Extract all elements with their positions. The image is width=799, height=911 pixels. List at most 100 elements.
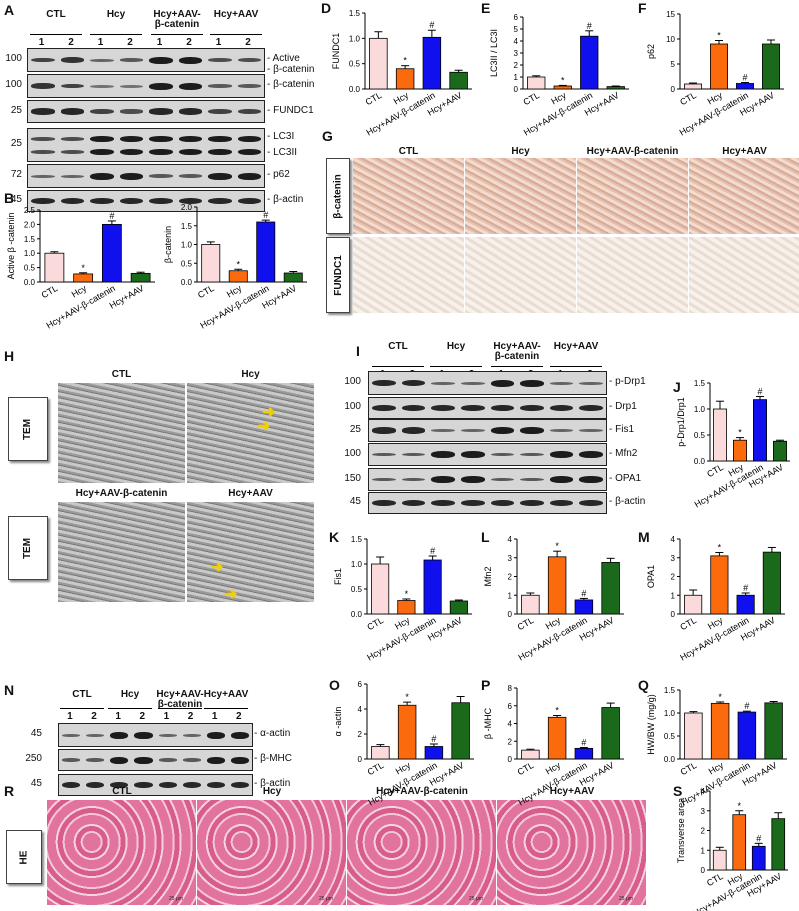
yellow-arrow-icon: ➜ (257, 418, 271, 435)
significance-mark: * (718, 692, 722, 702)
y-tick-label: 0.5 (349, 60, 361, 69)
ihc-column-title: Hcy+AAV-β-catenin (586, 146, 679, 157)
blot_I-band (372, 499, 396, 507)
blot_N-band (182, 781, 201, 789)
blot_A-band (60, 150, 84, 154)
y-tick-label: 1.5 (351, 535, 363, 544)
blot_I-mw-marker: 100 (344, 447, 361, 459)
blot_N-band (86, 733, 105, 737)
bar (762, 43, 780, 90)
blot_I-blot-strip (368, 419, 607, 442)
blot_I-band (549, 451, 574, 458)
blot_A-band (31, 174, 55, 178)
blot_A-mw-marker: 25 (10, 138, 22, 149)
tem-row-label-text: TEM (22, 537, 34, 559)
blot_A-lane-number: 1 (97, 37, 104, 48)
blot_A-band-label-line: - β-actin (267, 194, 304, 205)
blot_I-band (579, 499, 603, 507)
bar (753, 399, 768, 462)
blot_I-band (520, 379, 544, 387)
y-axis-label: β -MHC (483, 707, 493, 739)
blot_I-band (579, 429, 603, 432)
blot_A-band (119, 84, 143, 88)
blot_I-band (460, 381, 485, 385)
blot_A-blot-strip (27, 164, 265, 188)
yellow-arrow-icon: ➜ (262, 404, 276, 421)
bar (601, 562, 620, 615)
blot_A-band (149, 108, 173, 115)
blot_A-band (237, 172, 261, 180)
blot_N-band (62, 758, 81, 762)
blot_A-blot-strip (27, 128, 265, 162)
blot_I-blot-strip (368, 397, 607, 419)
blot_A-band (149, 174, 173, 178)
bar (771, 818, 786, 871)
bar (101, 223, 122, 283)
y-tick-label: 5 (514, 25, 519, 34)
blot_N-group-underline (108, 708, 152, 709)
blot_I-mw-marker: 45 (349, 496, 361, 507)
blot_A-band (237, 197, 261, 205)
bar (130, 272, 151, 283)
blot_A-band (178, 56, 202, 64)
significance-mark: * (236, 259, 240, 269)
blot_A-band-label-line: - β-catenin (267, 79, 315, 90)
blot_I-band (579, 476, 603, 483)
y-tick-label: 2.0 (181, 203, 193, 212)
y-tick-label: 1.0 (694, 405, 706, 414)
blot_I-band-label-line: - Drp1 (609, 401, 637, 412)
bar (228, 270, 248, 283)
bar-chart-l: 01234Mfn2CTL*Hcy#Hcy+AAV-β-cateninHcy+AA… (483, 535, 624, 663)
tem-image-title: CTL (111, 369, 132, 380)
blot_N-band (182, 758, 201, 762)
panel-letter-p: P (481, 677, 491, 693)
blot_A-band-label: - β-actin (267, 194, 303, 205)
blot_I-band (431, 404, 455, 412)
blot_A-group-header-line: β-catenin (154, 19, 200, 30)
panel-letter-r: R (4, 783, 15, 799)
blot_I-group-header: CTL (368, 342, 428, 352)
y-tick-label: 15 (666, 10, 675, 19)
blot_I-band-label-line: - Fis1 (609, 423, 634, 435)
he-row-label-text: HE (18, 850, 30, 864)
bar-chart-k: 0.00.51.01.5Fis1CTL*Hcy#Hcy+AAV-β-cateni… (333, 535, 472, 663)
y-tick-label: 10 (666, 35, 675, 44)
bar (606, 86, 625, 90)
blot_I-band (401, 499, 426, 507)
blot_A-band (119, 58, 143, 62)
blot_A-band (149, 149, 173, 156)
blot_N-blot-strip (58, 774, 253, 796)
y-axis-label: α -actin (333, 707, 343, 737)
blot_A-lane-number: 1 (156, 37, 163, 48)
y-tick-label: 2 (671, 573, 676, 582)
bar-chart-q: 0.00.51.01.5HW/BW (mg/g)CTL*Hcy#Hcy+AAV-… (646, 686, 787, 808)
bar (397, 600, 416, 615)
blot_A-band (90, 197, 114, 205)
y-tick-label: 1 (701, 846, 706, 855)
bar (397, 704, 417, 760)
blot_A-band (31, 83, 55, 89)
blot_N-lane-number: 2 (139, 711, 145, 722)
panel-letter-i: I (356, 343, 360, 359)
y-tick-label: 1.0 (24, 249, 36, 258)
y-tick-label: 3 (508, 554, 513, 563)
blot_I-band-label-line: - p-Drp1 (609, 376, 646, 387)
blot_N-group-header: Hcy (104, 690, 156, 700)
significance-mark: # (742, 73, 747, 83)
y-tick-label: 2.0 (24, 220, 36, 229)
blot_I-band (490, 427, 515, 434)
ihc-micrograph (465, 158, 576, 234)
bar (521, 749, 540, 760)
blot_N-band (134, 781, 153, 789)
bar-chart-f: 051015p62CTL*Hcy#Hcy+AAV-β-cateninHcy+AA… (646, 10, 784, 138)
blot_A-band (90, 172, 114, 180)
scale-bar-label: 25 μm (469, 896, 483, 902)
blot_I-band (549, 476, 574, 483)
category-label: CTL (365, 615, 385, 632)
blot_A-group-header-line: Hcy (106, 9, 126, 20)
blot_I-band (460, 451, 485, 458)
blot_N-blot-strip (58, 723, 253, 747)
blot_I-band (490, 499, 515, 507)
tem-row-label: TEM (8, 397, 48, 461)
